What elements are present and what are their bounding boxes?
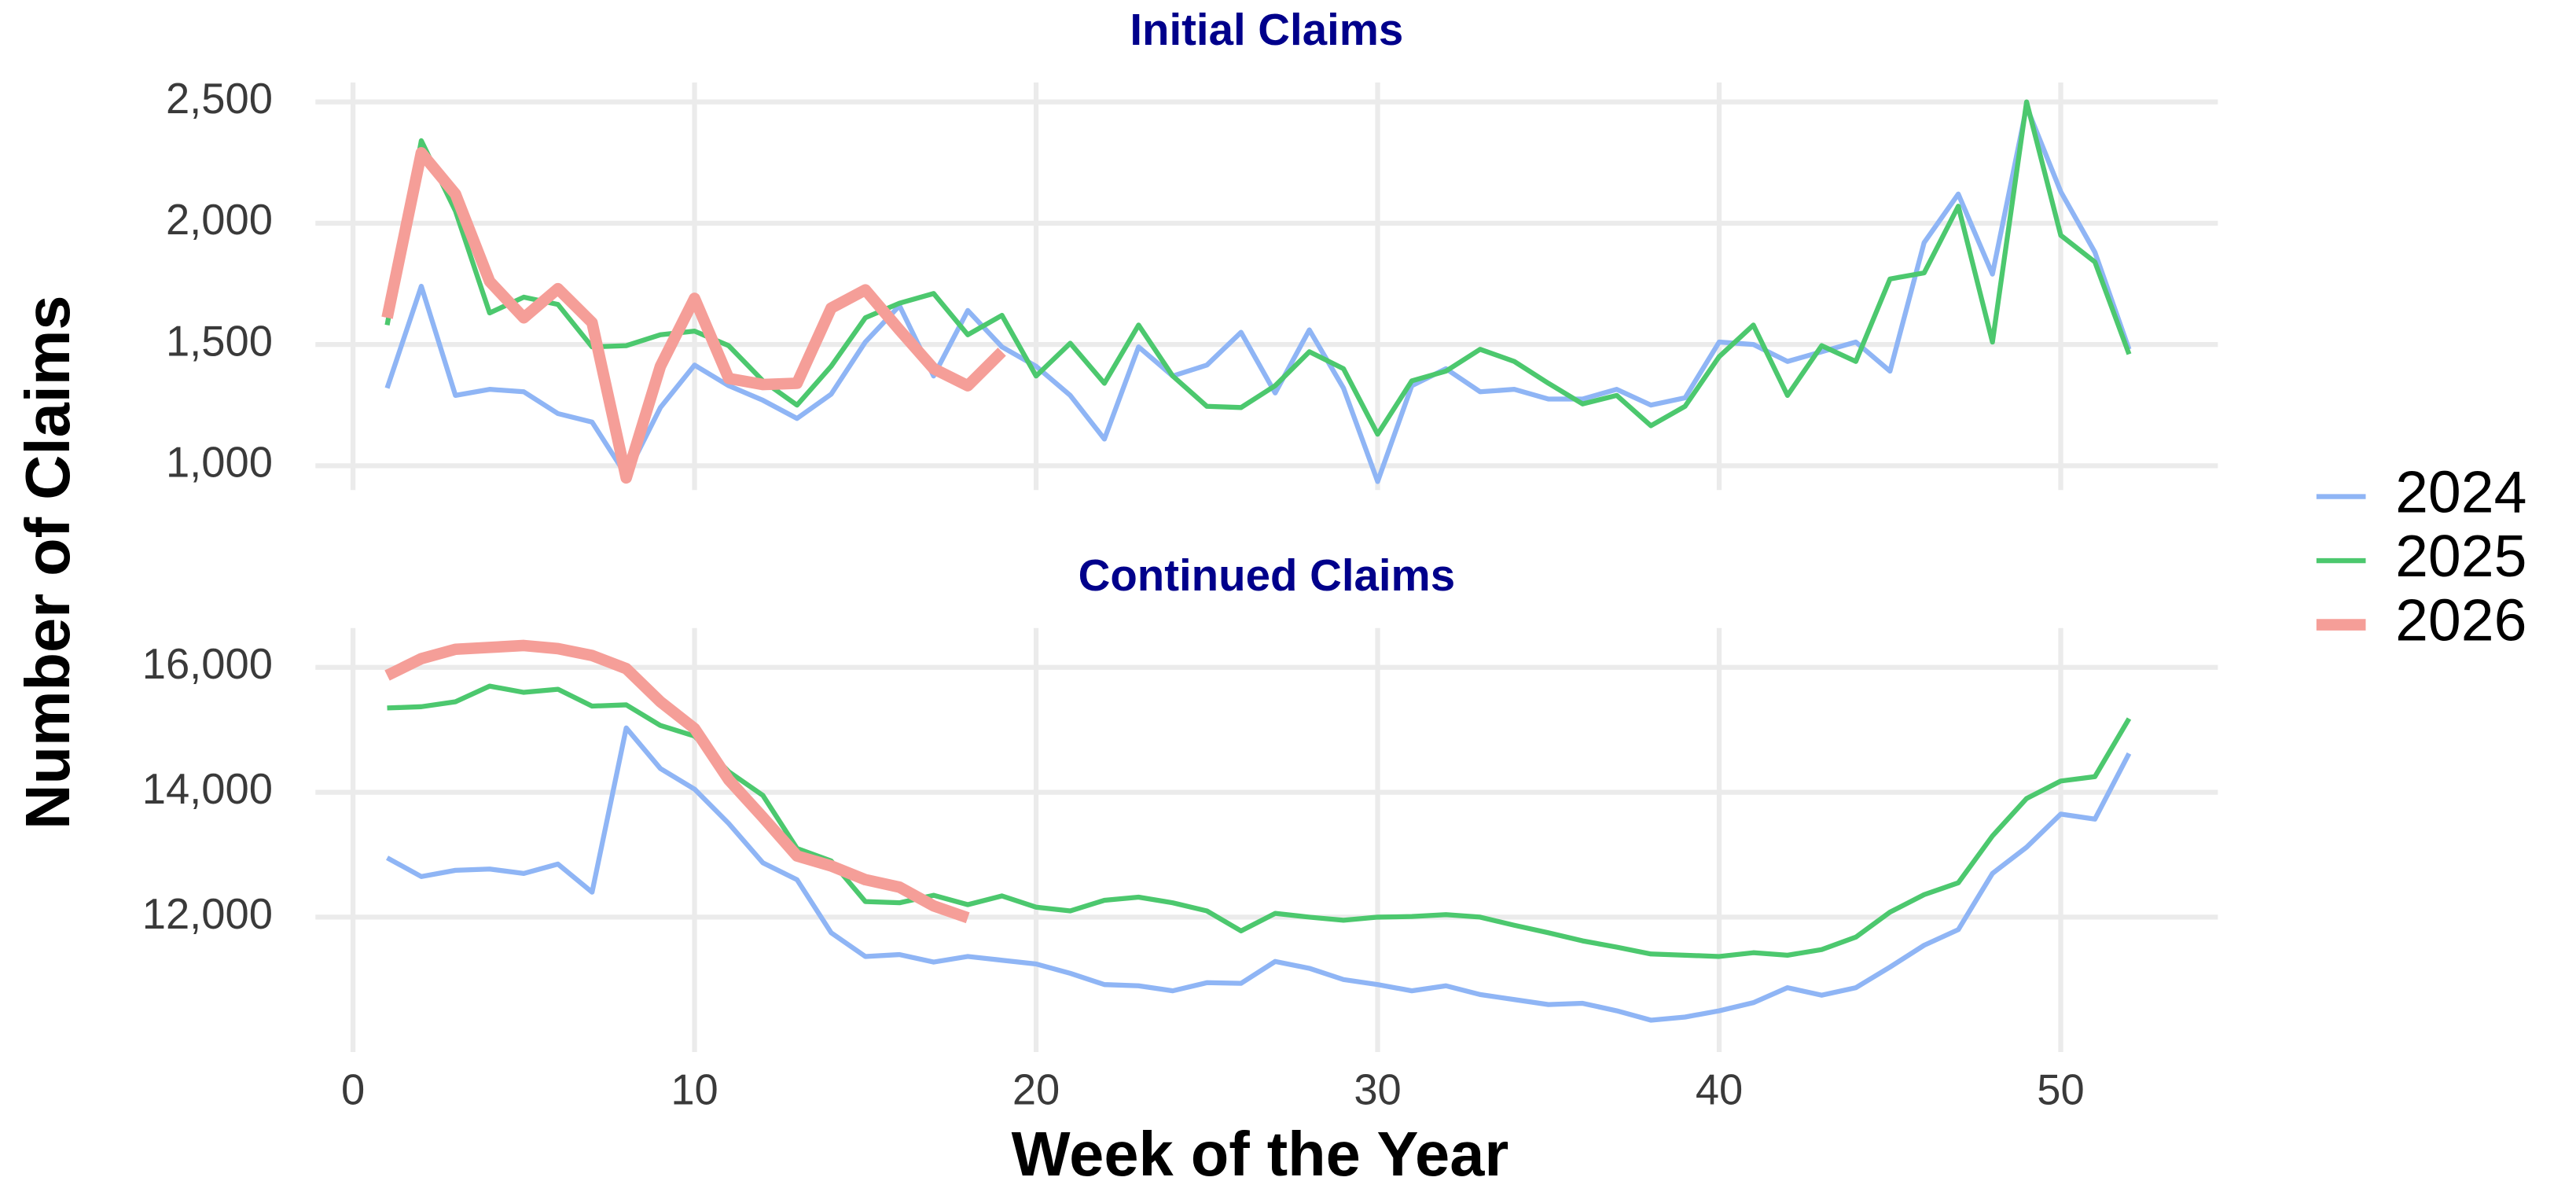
y-axis-title: Number of Claims xyxy=(13,295,83,830)
y-tick-label: 1,000 xyxy=(166,439,273,487)
x-tick-label: 40 xyxy=(1696,1066,1743,1114)
panel-title: Continued Claims xyxy=(1079,550,1455,600)
y-tick-label: 2,500 xyxy=(166,75,273,123)
y-tick-label: 1,500 xyxy=(166,317,273,365)
series-line xyxy=(381,147,1006,484)
legend-label: 2024 xyxy=(2395,458,2526,524)
series-line xyxy=(387,683,2132,959)
x-tick-label: 50 xyxy=(2037,1066,2084,1114)
legend-label: 2026 xyxy=(2395,587,2526,653)
y-tick-label: 12,000 xyxy=(142,890,273,938)
series-line xyxy=(386,725,2132,1023)
x-tick-label: 20 xyxy=(1012,1066,1060,1114)
x-tick-label: 10 xyxy=(671,1066,718,1114)
series-line xyxy=(384,104,2132,484)
x-axis-title: Week of the Year xyxy=(1012,1119,1509,1189)
series-line xyxy=(384,99,2132,437)
legend-label: 2025 xyxy=(2395,523,2526,589)
y-tick-label: 2,000 xyxy=(166,196,273,244)
x-tick-label: 30 xyxy=(1354,1066,1401,1114)
y-tick-label: 16,000 xyxy=(142,640,273,688)
x-tick-label: 0 xyxy=(341,1066,365,1114)
series-line xyxy=(384,639,970,924)
panel-title: Initial Claims xyxy=(1130,5,1403,54)
y-tick-label: 14,000 xyxy=(142,765,273,813)
